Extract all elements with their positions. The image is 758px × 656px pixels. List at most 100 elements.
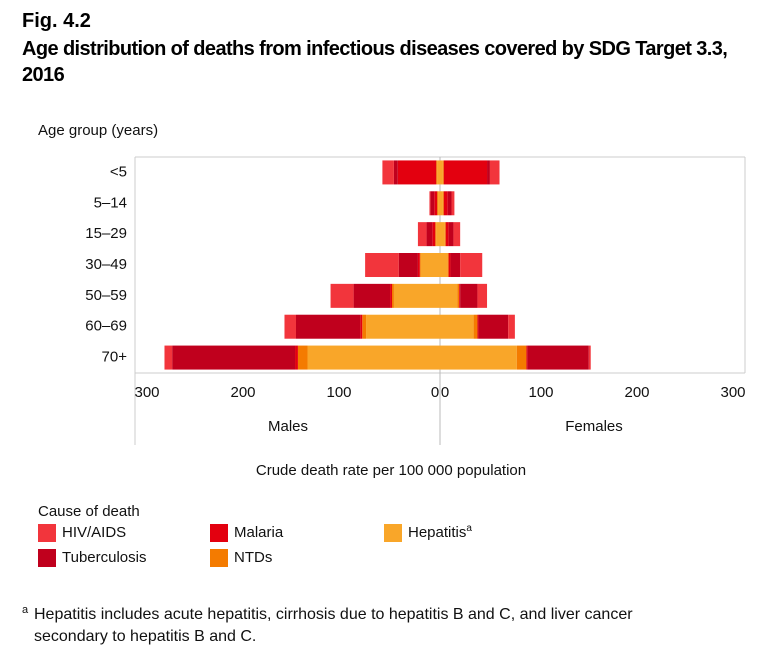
legend-footnote-marker: a — [466, 523, 472, 534]
bar-segment — [284, 314, 296, 339]
bar-segment — [440, 345, 517, 370]
bar-segment — [435, 222, 437, 247]
bar-segment — [393, 160, 398, 185]
bar-segment — [436, 160, 438, 185]
bar-segment — [398, 253, 418, 277]
x-axis-title: Crude death rate per 100 000 population — [256, 462, 526, 479]
bar-segment — [460, 283, 478, 308]
x-tick-label: 0 — [441, 384, 449, 401]
bar-segment — [164, 345, 173, 370]
legend-label: Tuberculosis — [62, 549, 146, 566]
chart-title: Age distribution of deaths from infectio… — [22, 38, 728, 86]
bar-segment — [420, 253, 440, 277]
bar-segment — [296, 314, 361, 339]
bar-segment — [526, 345, 528, 370]
legend-label: Hepatitisa — [408, 523, 472, 541]
bar-segment — [459, 283, 461, 308]
x-tick-label: 300 — [720, 384, 745, 401]
bar-segment — [516, 345, 527, 370]
bar-segment — [417, 253, 420, 277]
legend-swatch — [384, 524, 402, 542]
bar-segment — [440, 253, 448, 277]
bar-segment — [448, 222, 454, 247]
y-tick-label: 15–29 — [85, 225, 127, 242]
bar-segment — [362, 314, 367, 339]
bar-segment — [426, 222, 433, 247]
y-tick-label: 5–14 — [94, 194, 127, 211]
figure-label: Fig. 4.2 — [22, 10, 91, 32]
x-tick-label: 200 — [230, 384, 255, 401]
y-tick-label: <5 — [110, 163, 127, 180]
bar-segment — [457, 283, 460, 308]
bar-segment — [429, 191, 431, 216]
y-tick-label: 30–49 — [85, 256, 127, 273]
bar-segment — [451, 191, 455, 216]
bar-segment — [438, 191, 440, 216]
x-tick-label: 100 — [326, 384, 351, 401]
bar-segment — [443, 160, 488, 185]
bar-segment — [508, 314, 515, 339]
legend-swatch — [38, 524, 56, 542]
bar-segment — [443, 191, 448, 216]
bar-segment — [440, 283, 458, 308]
bar-segment — [448, 253, 451, 277]
bar-segment — [365, 253, 399, 277]
bar-segment — [353, 283, 391, 308]
x-tick-label: 0 — [431, 384, 439, 401]
bar-segment — [432, 222, 436, 247]
bar-segment — [477, 314, 479, 339]
bar-segment — [390, 283, 392, 308]
legend-title: Cause of death — [38, 503, 140, 520]
left-label: Males — [268, 418, 308, 435]
legend-swatch — [210, 524, 228, 542]
bar-segment — [442, 191, 444, 216]
bar-segment — [588, 345, 591, 370]
legend-label: Malaria — [234, 524, 284, 541]
bar-segment — [437, 160, 440, 185]
bar-segment — [444, 222, 446, 247]
footnote-marker: a — [22, 604, 29, 616]
bar-segment — [436, 222, 440, 247]
bar-segment — [330, 283, 354, 308]
x-tick-label: 200 — [624, 384, 649, 401]
bar-segment — [393, 283, 440, 308]
bar-segment — [440, 314, 474, 339]
bar-segment — [450, 253, 461, 277]
legend-label: HIV/AIDS — [62, 524, 126, 541]
x-tick-label: 100 — [528, 384, 553, 401]
bar-segment — [442, 160, 444, 185]
y-tick-label: 50–59 — [85, 287, 127, 304]
bar-segment — [440, 222, 445, 247]
bar-segment — [473, 314, 478, 339]
bar-segment — [307, 345, 440, 370]
footnote: Hepatitis includes acute hepatitis, cirr… — [34, 606, 633, 645]
bar-segment — [440, 191, 443, 216]
bar-segment — [430, 191, 435, 216]
bar-segment — [297, 345, 308, 370]
legend-swatch — [210, 549, 228, 567]
bar-segment — [477, 283, 488, 308]
bar-segment — [397, 160, 437, 185]
bar-segment — [434, 191, 438, 216]
bar-segment — [460, 253, 483, 277]
bar-segment — [417, 222, 427, 247]
right-label: Females — [565, 418, 623, 435]
bar-segment — [295, 345, 298, 370]
bar-segment — [489, 160, 500, 185]
bar-segment — [487, 160, 490, 185]
bar-segment — [366, 314, 440, 339]
y-tick-label: 70+ — [102, 349, 128, 366]
bar-segment — [447, 253, 449, 277]
x-tick-label: 300 — [134, 384, 159, 401]
bar-segment — [382, 160, 394, 185]
bar-segment — [440, 160, 443, 185]
bar-segment — [437, 191, 439, 216]
y-tick-label: 60–69 — [85, 318, 127, 335]
bar-segment — [360, 314, 363, 339]
bar-segment — [447, 191, 452, 216]
y-axis-title: Age group (years) — [38, 122, 158, 139]
bar-segment — [478, 314, 509, 339]
bar-segment — [527, 345, 589, 370]
